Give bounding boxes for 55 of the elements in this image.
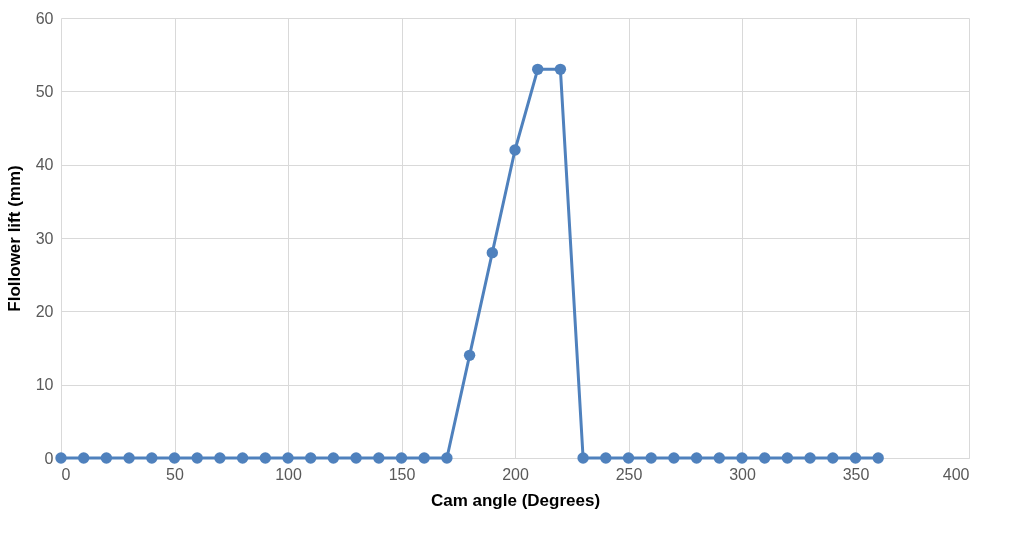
- point: [872, 452, 884, 464]
- point: [373, 452, 385, 464]
- x-tick-label: 250: [615, 465, 643, 483]
- point: [463, 349, 476, 362]
- point: [759, 452, 771, 464]
- x-axis-title: Cam angle (Degrees): [430, 490, 601, 510]
- point: [418, 452, 430, 464]
- point: [713, 452, 725, 464]
- point: [827, 452, 839, 464]
- point: [622, 452, 635, 464]
- point: [327, 452, 340, 464]
- x-tick-label: 350: [842, 465, 870, 483]
- point: [509, 144, 521, 156]
- x-tick-label: 150: [388, 465, 416, 483]
- point: [804, 452, 816, 464]
- y-tick-label: 50: [35, 82, 54, 100]
- point: [282, 452, 294, 464]
- point: [668, 452, 680, 464]
- x-tick-label: 100: [275, 465, 302, 483]
- y-tick-label: 40: [35, 156, 54, 174]
- point: [55, 452, 67, 464]
- y-tick-label: 0: [44, 449, 54, 467]
- point: [554, 63, 567, 76]
- point: [305, 452, 317, 464]
- y-tick-label: 60: [35, 9, 54, 27]
- x-tick-label: 300: [729, 465, 756, 483]
- point: [395, 452, 408, 464]
- point: [486, 246, 498, 259]
- point: [191, 452, 203, 464]
- point: [214, 452, 226, 464]
- point: [146, 452, 158, 464]
- x-tick-label: 200: [502, 465, 529, 483]
- point: [259, 452, 271, 464]
- point: [645, 452, 657, 464]
- x-tick-label: 400: [942, 465, 970, 483]
- y-tick-label: 30: [35, 229, 54, 247]
- point: [690, 452, 703, 464]
- point: [350, 452, 362, 464]
- point: [736, 452, 748, 464]
- x-tick-label: 0: [61, 465, 71, 483]
- point: [781, 452, 794, 464]
- point: [78, 452, 90, 464]
- point: [600, 452, 612, 464]
- y-tick-label: 10: [35, 376, 54, 394]
- point: [441, 452, 453, 464]
- y-tick-label: 20: [35, 302, 54, 320]
- point: [168, 452, 181, 464]
- point: [577, 452, 589, 464]
- point: [100, 452, 113, 464]
- point: [123, 452, 135, 464]
- point: [532, 63, 544, 76]
- point: [849, 452, 862, 464]
- y-axis-title: Flollower lift (mm): [4, 165, 24, 312]
- x-tick-label: 50: [166, 465, 184, 483]
- point: [236, 452, 249, 464]
